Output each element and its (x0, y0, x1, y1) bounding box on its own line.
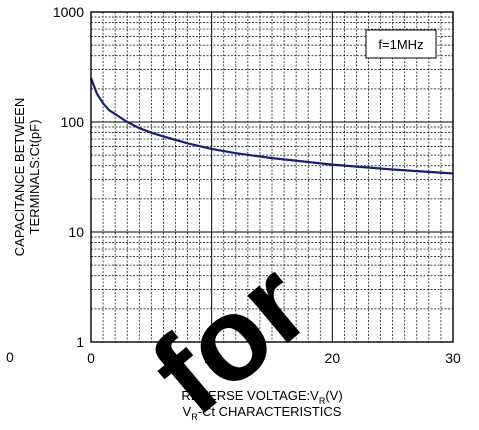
y-tick-label: 100 (61, 114, 85, 130)
plot-frame (90, 11, 454, 343)
y-tick-label: 1000 (53, 4, 84, 20)
x-tick-label: 20 (325, 350, 341, 366)
y-tick-label: 1 (76, 334, 84, 350)
stray-tick-label: 0 (6, 349, 14, 365)
grid (91, 12, 453, 342)
series (89, 77, 454, 175)
y-axis-label: CAPACITANCE BETWEEN TERMINALS:Ct(pF) (12, 98, 42, 256)
series-line (89, 77, 454, 175)
x-tick-label: 10 (204, 350, 220, 366)
annotation-box: f=1MHz (365, 29, 437, 59)
x-tick-labels: 0 10 20 30 (87, 350, 461, 366)
y-tick-label: 10 (68, 224, 84, 240)
y-axis-label-line2: TERMINALS:Ct(pF) (27, 120, 42, 235)
y-tick-labels: 1 10 100 1000 (53, 4, 84, 350)
x-tick-label: 30 (445, 350, 461, 366)
annotation-text: f=1MHz (378, 37, 423, 52)
y-axis-label-line1: CAPACITANCE BETWEEN (12, 98, 27, 256)
x-axis-label: REVERSE VOLTAGE:VR(V) (181, 388, 342, 406)
chart-caption: VR-Ct CHARACTERISTICS (183, 404, 342, 422)
x-tick-label: 0 (87, 350, 95, 366)
